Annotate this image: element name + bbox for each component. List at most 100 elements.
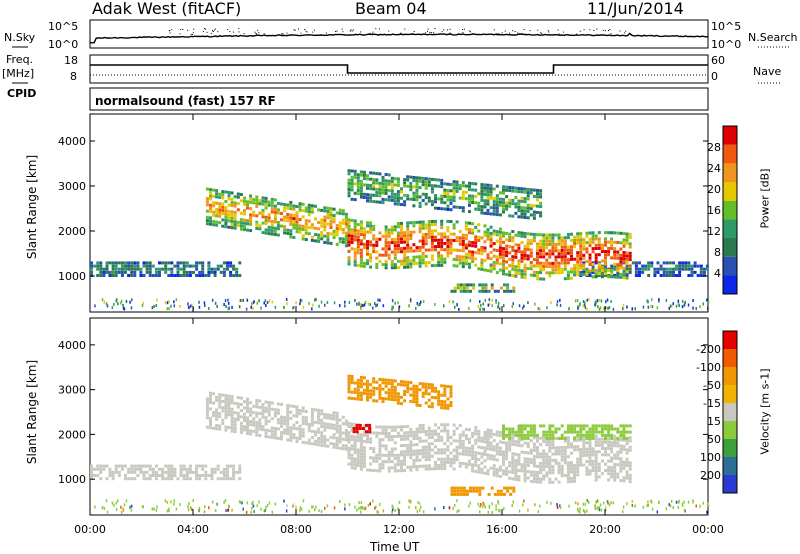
heatmap-cell <box>545 243 549 246</box>
heatmap-cell <box>170 270 174 274</box>
heatmap-cell <box>381 378 385 382</box>
heatmap-cell <box>551 239 555 243</box>
heatmap-cell <box>366 468 369 472</box>
heatmap-cell <box>235 267 239 271</box>
heatmap-cell <box>495 446 499 449</box>
heatmap-cell <box>536 471 539 474</box>
heatmap-cell <box>286 413 290 417</box>
heatmap-cell <box>406 237 410 241</box>
heatmap-cell <box>472 286 476 290</box>
noise-dot <box>427 28 429 30</box>
heatmap-cell <box>588 244 592 248</box>
heatmap-cell <box>511 189 515 193</box>
heatmap-cell <box>332 423 336 427</box>
heatmap-cell <box>359 448 363 452</box>
heatmap-cell <box>486 453 490 457</box>
heatmap-cell <box>372 243 376 247</box>
heatmap-cell <box>619 444 623 448</box>
heatmap-cell <box>622 251 626 254</box>
clutter-cell <box>120 301 122 305</box>
heatmap-cell <box>384 266 388 270</box>
clutter-cell <box>238 500 241 504</box>
heatmap-cell <box>239 224 243 228</box>
heatmap-cell <box>201 270 205 274</box>
power-colorbar-swatch <box>723 126 737 145</box>
heatmap-cell <box>400 250 403 254</box>
heatmap-cell <box>434 386 437 390</box>
clutter-cell <box>579 510 581 514</box>
clutter-cell <box>203 301 206 305</box>
x-tick-label: 12:00 <box>383 523 415 536</box>
heatmap-cell <box>446 195 450 199</box>
heatmap-cell <box>573 270 577 274</box>
heatmap-cell <box>551 433 555 437</box>
noise-dot <box>182 28 184 30</box>
heatmap-cell <box>415 436 419 440</box>
heatmap-cell <box>484 286 488 290</box>
heatmap-cell <box>332 417 336 421</box>
heatmap-cell <box>412 394 416 397</box>
heatmap-cell <box>233 210 237 214</box>
heatmap-cell <box>148 467 152 471</box>
heatmap-cell <box>209 419 212 423</box>
clutter-cell <box>658 500 660 504</box>
heatmap-cell <box>434 439 437 442</box>
heatmap-cell <box>276 408 280 412</box>
heatmap-cell <box>628 480 632 484</box>
heatmap-cell <box>625 476 629 480</box>
heatmap-cell <box>221 421 225 425</box>
clutter-cell <box>168 507 170 511</box>
heatmap-cell <box>588 269 592 273</box>
clutter-cell <box>360 303 362 306</box>
heatmap-cell <box>434 238 437 242</box>
noise-dot <box>369 32 371 34</box>
heatmap-cell <box>221 205 225 209</box>
heatmap-cell <box>517 250 521 253</box>
heatmap-cell <box>90 474 93 477</box>
heatmap-cell <box>239 402 243 406</box>
heatmap-cell <box>133 464 137 468</box>
noise-dot <box>168 30 170 32</box>
heatmap-cell <box>246 425 249 429</box>
heatmap-cell <box>517 453 521 457</box>
heatmap-cell <box>384 198 388 202</box>
heatmap-cell <box>461 443 465 447</box>
heatmap-cell <box>215 424 219 427</box>
heatmap-cell <box>384 225 388 229</box>
heatmap-cell <box>213 267 217 271</box>
heatmap-cell <box>458 424 462 428</box>
heatmap-cell <box>427 386 431 390</box>
heatmap-cell <box>359 170 363 174</box>
heatmap-cell <box>347 172 351 176</box>
heatmap-cell <box>585 450 589 454</box>
power-colorbar-swatch <box>723 256 737 276</box>
heatmap-cell <box>148 464 152 468</box>
heatmap-cell <box>424 254 428 258</box>
heatmap-cell <box>347 218 351 222</box>
heatmap-cell <box>526 470 530 474</box>
heatmap-cell <box>446 423 450 427</box>
clutter-cell <box>258 500 260 504</box>
heatmap-cell <box>619 257 623 260</box>
clutter-cell <box>358 301 360 305</box>
heatmap-cell <box>461 233 465 237</box>
heatmap-cell <box>455 258 459 262</box>
heatmap-cell <box>276 436 280 440</box>
heatmap-cell <box>434 178 437 182</box>
heatmap-cell <box>486 444 490 448</box>
heatmap-cell <box>215 208 219 211</box>
heatmap-cell <box>493 492 497 496</box>
heatmap-cell <box>286 425 290 429</box>
heatmap-cell <box>400 434 403 438</box>
heatmap-cell <box>332 436 336 440</box>
heatmap-cell <box>252 429 256 433</box>
beam-title: Beam 04 <box>355 0 427 18</box>
heatmap-cell <box>495 452 499 456</box>
heatmap-cell <box>613 456 617 460</box>
heatmap-cell <box>579 448 583 451</box>
heatmap-cell <box>563 445 567 449</box>
heatmap-cell <box>440 260 444 264</box>
heatmap-cell <box>412 204 416 208</box>
clutter-cell <box>179 503 181 507</box>
heatmap-cell <box>465 286 469 290</box>
